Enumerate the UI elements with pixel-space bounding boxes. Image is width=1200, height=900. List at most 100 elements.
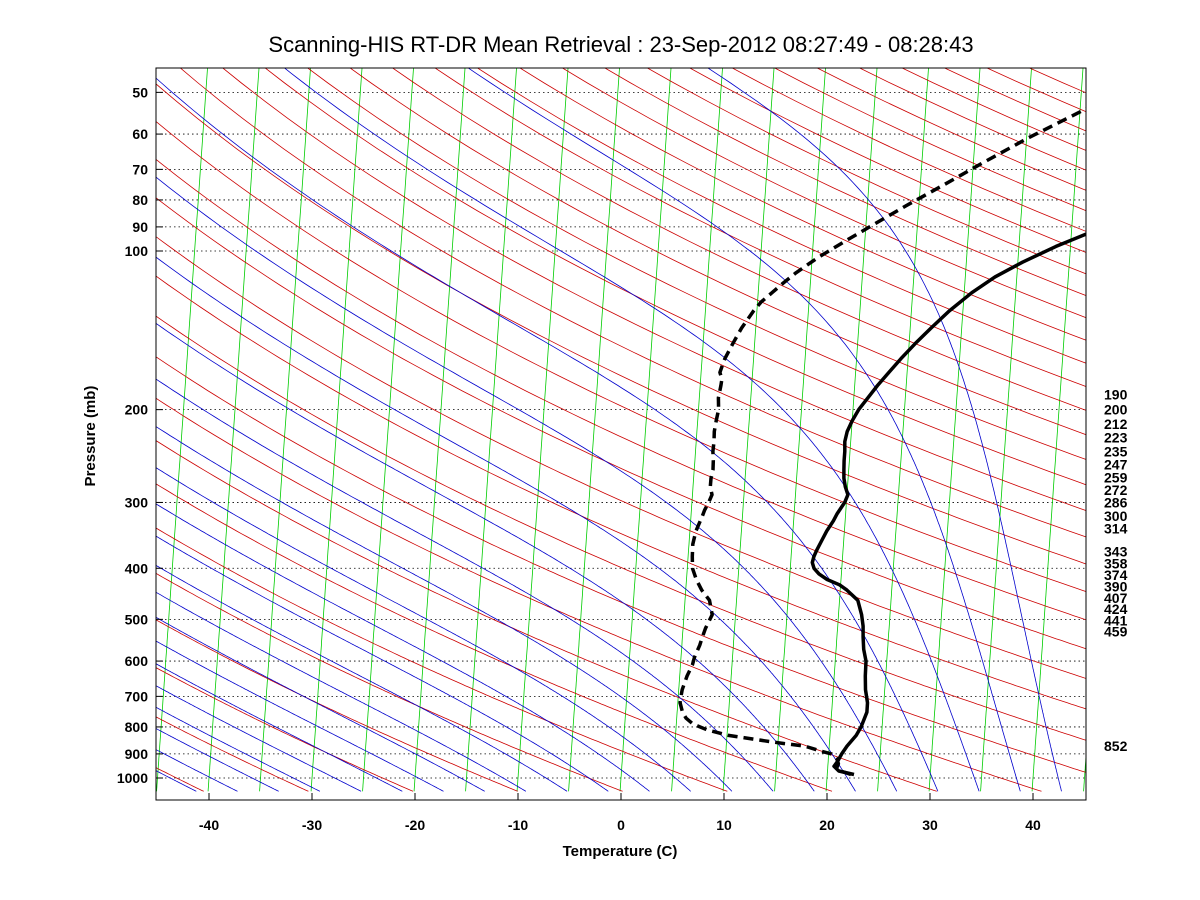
- moist-adiabat--24: [156, 685, 362, 792]
- mixing-ratio-line-16: [2, 41, 55, 791]
- dry-adiabat-290: [156, 483, 833, 792]
- dry-adiabat-250: [156, 667, 414, 792]
- mixing-ratio-line-33: [877, 68, 929, 792]
- y-tick-label-900: 900: [125, 746, 149, 762]
- y-tick-label-400: 400: [125, 560, 149, 576]
- dry-adiabat-430: [307, 68, 1086, 460]
- dry-adiabat-350: [156, 236, 1086, 679]
- mixing-ratio-line-31: [774, 68, 826, 792]
- moist-adiabat-8: [156, 467, 691, 792]
- moist-adiabat--12: [156, 616, 485, 792]
- dry-adiabat-540: [773, 68, 1086, 212]
- y-tick-label-500: 500: [125, 611, 149, 627]
- dry-adiabat-260: [156, 619, 518, 792]
- mixing-ratio-lines: [0, 41, 1200, 792]
- moist-adiabat--20: [156, 663, 403, 792]
- mixing-ratio-line-36: [1031, 68, 1084, 792]
- right-label-190: 190: [1104, 386, 1128, 402]
- dry-adiabat-280: [156, 527, 728, 792]
- y-tick-label-600: 600: [125, 653, 149, 669]
- x-tick-label-40: 40: [1025, 817, 1041, 833]
- mixing-ratio-line-25: [465, 68, 517, 792]
- x-tick-label-20: 20: [819, 817, 835, 833]
- y-axis-label: Pressure (mb): [82, 386, 99, 487]
- moist-adiabat--36: [156, 749, 238, 792]
- moist-adiabat-40: [467, 68, 1021, 792]
- right-label-286: 286: [1104, 494, 1128, 510]
- mixing-ratio-line-20: [207, 68, 260, 792]
- moist-adiabat--4: [156, 564, 568, 792]
- plot-frame: [155, 67, 1087, 801]
- dry-adiabat-330: [156, 315, 1086, 741]
- mixing-ratio-line-35: [980, 68, 1032, 792]
- x-axis-label: Temperature (C): [563, 843, 678, 860]
- right-label-852: 852: [1104, 738, 1128, 754]
- moist-adiabat-36: [283, 68, 980, 792]
- y-tick-label-1000: 1000: [117, 770, 148, 786]
- x-tick-label-10: 10: [716, 817, 732, 833]
- right-label-223: 223: [1104, 430, 1128, 446]
- chart-title: Scanning-HIS RT-DR Mean Retrieval : 23-S…: [268, 32, 973, 57]
- right-label-314: 314: [1104, 520, 1128, 536]
- mixing-ratio-line-21: [259, 68, 311, 792]
- dry-adiabat-410: [222, 68, 1086, 511]
- x-tick-label--20: -20: [405, 817, 425, 833]
- mixing-ratio-line-27: [568, 68, 620, 792]
- y-tick-label-60: 60: [132, 126, 148, 142]
- right-label-374: 374: [1104, 567, 1128, 583]
- mixing-ratio-line-24: [413, 68, 466, 792]
- x-axis-ticks: -40 -30 -20 -10 0 10 20 30 40: [199, 793, 1041, 833]
- dry-adiabat-340: [156, 275, 1086, 710]
- dry-adiabat-420: [264, 68, 1086, 486]
- y-tick-label-90: 90: [132, 219, 148, 235]
- moist-adiabat-12: [156, 426, 733, 792]
- x-tick-label-0: 0: [617, 817, 625, 833]
- right-label-235: 235: [1104, 443, 1128, 459]
- mixing-ratio-line-23: [362, 68, 414, 792]
- dry-adiabat-460: [434, 68, 1086, 387]
- dry-adiabat-580: [943, 68, 1086, 132]
- right-label-300: 300: [1104, 508, 1128, 524]
- right-label-247: 247: [1104, 456, 1128, 472]
- dry-adiabat-320: [156, 356, 1086, 773]
- x-tick-label--40: -40: [199, 817, 219, 833]
- dry-adiabat-310: [156, 397, 1042, 792]
- moist-adiabat--32: [156, 728, 279, 792]
- mixing-ratio-line-29: [671, 68, 723, 792]
- dry-adiabat-240: [156, 716, 309, 792]
- y-tick-label-80: 80: [132, 192, 148, 208]
- mixing-ratio-line-22: [310, 68, 363, 792]
- series-dewpoint: [678, 106, 1086, 777]
- right-label-358: 358: [1104, 556, 1128, 572]
- dry-adiabat-450: [391, 68, 1086, 411]
- mixing-ratio-line-15: [0, 41, 3, 791]
- series-temperature: [810, 232, 1086, 777]
- right-label-424: 424: [1104, 601, 1128, 617]
- dry-adiabat-440: [349, 68, 1086, 436]
- dry-adiabat-300: [156, 440, 937, 792]
- right-label-390: 390: [1104, 578, 1128, 594]
- dry-adiabat-370: [156, 158, 1086, 621]
- mixing-ratio-line-38: [1135, 41, 1188, 791]
- x-tick-label--30: -30: [302, 817, 322, 833]
- right-label-259: 259: [1104, 469, 1128, 485]
- mixing-ratio-line-30: [722, 68, 775, 792]
- x-tick-label-30: 30: [922, 817, 938, 833]
- moist-adiabat-4: [156, 503, 650, 792]
- dry-adiabat-270: [156, 572, 623, 792]
- moist-adiabat-32: [156, 77, 939, 792]
- right-side-labels: 1902002122232352472592722863003143433583…: [1104, 386, 1128, 754]
- pressure-gridlines: [156, 91, 1086, 779]
- moist-adiabat--8: [156, 591, 527, 792]
- mixing-ratio-line-39: [1187, 41, 1200, 791]
- right-label-407: 407: [1104, 590, 1128, 606]
- y-tick-label-200: 200: [125, 402, 149, 418]
- x-tick-label--10: -10: [508, 817, 528, 833]
- right-label-200: 200: [1104, 402, 1128, 418]
- dry-adiabat-570: [901, 68, 1086, 151]
- dry-adiabat-550: [816, 68, 1086, 191]
- dry-adiabat-390: [156, 83, 1086, 565]
- y-tick-label-800: 800: [125, 719, 149, 735]
- dry-adiabat-230: [156, 767, 204, 792]
